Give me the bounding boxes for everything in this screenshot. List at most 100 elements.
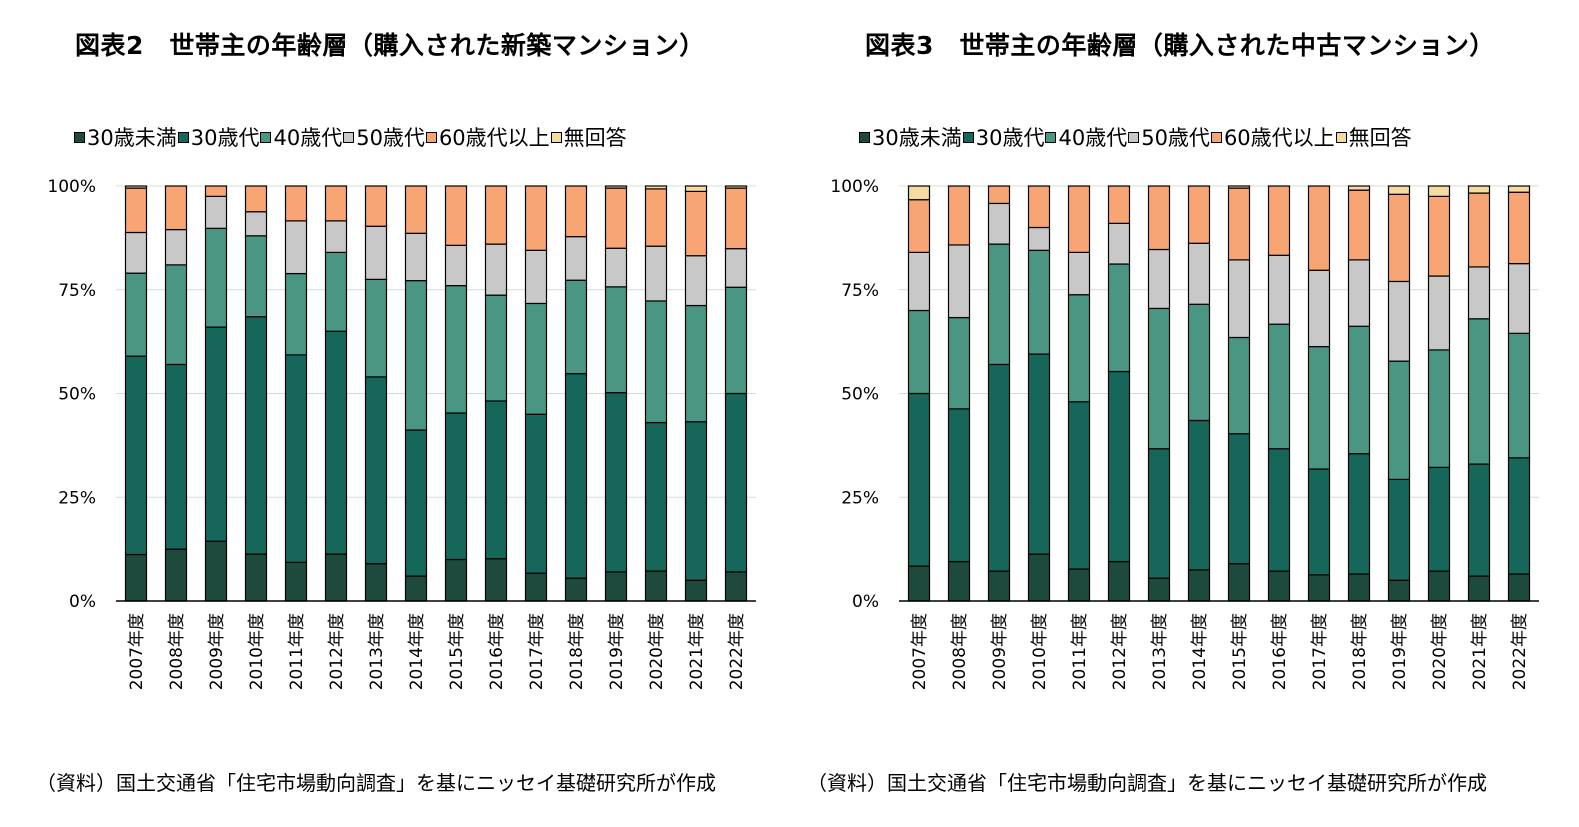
bar-segment-age30s [1507, 457, 1531, 575]
x-tick-label: 2018年度 [1350, 613, 1370, 690]
bar-segment-age60plus [1467, 192, 1491, 268]
bar-segment-age40s [724, 286, 748, 395]
y-tick-label: 25% [58, 488, 96, 508]
legend-item-50s: 50歳代 [343, 122, 425, 152]
chart-legend: 30歳未満 30歳代 40歳代 50歳代 60歳代以上 無回答 [859, 122, 1413, 152]
chart-title: 図表3 世帯主の年齢層（購入された中古マンション） [865, 31, 1495, 60]
legend-swatch [859, 131, 870, 143]
bar-segment-age40s [444, 284, 468, 414]
bar-segment-age60plus [444, 185, 468, 246]
x-tick-label: 2010年度 [1030, 613, 1050, 690]
bar-segment-under30 [1227, 563, 1251, 602]
y-tick-label: 75% [841, 281, 879, 301]
bar-segment-age40s [1107, 263, 1131, 373]
bar-segment-under30 [124, 553, 148, 602]
bar-segment-under30 [244, 553, 268, 602]
x-tick-label: 2007年度 [127, 613, 147, 690]
x-tick-label: 2021年度 [1470, 613, 1490, 690]
legend-item-no-answer: 無回答 [1335, 122, 1412, 152]
bar-segment-age50s [1427, 275, 1451, 351]
x-tick-label: 2012年度 [327, 613, 347, 690]
bar-segment-age30s [564, 372, 588, 579]
bar-segment-age30s [1107, 370, 1131, 563]
bar-segment-age30s [1067, 401, 1091, 570]
bar-segment-age60plus [1347, 189, 1371, 261]
bar-segment-age60plus [404, 185, 428, 234]
bar-segment-age40s [1267, 323, 1291, 450]
bar-segment-age60plus [1387, 193, 1411, 283]
bar-segment-age30s [1027, 353, 1051, 555]
bar-segment-age30s [644, 421, 668, 572]
bar-segment-age40s [684, 304, 708, 423]
legend-swatch [425, 131, 437, 143]
bar-segment-age50s [947, 244, 971, 319]
bar-segment-age60plus [1067, 185, 1091, 254]
legend-item-30s: 30歳代 [962, 122, 1044, 152]
x-tick-label: 2014年度 [407, 613, 427, 690]
bar-segment-no_answer [604, 185, 628, 189]
bar-segment-age50s [724, 248, 748, 288]
x-tick-label: 2011年度 [1070, 613, 1090, 690]
bar-segment-age60plus [1507, 191, 1531, 265]
legend-swatch [177, 131, 189, 143]
bar-segment-age30s [484, 400, 508, 560]
bar-segment-age30s [1307, 468, 1331, 576]
bar-segment-age60plus [1227, 187, 1251, 261]
x-tick-label: 2013年度 [1150, 613, 1170, 690]
bar-segment-age60plus [204, 185, 228, 197]
bar-segment-age40s [244, 235, 268, 318]
bar-segment-under30 [1027, 553, 1051, 602]
bar-segment-age40s [1507, 332, 1531, 459]
bar-segment-age30s [164, 363, 188, 550]
legend-swatch [343, 131, 355, 143]
stacked-bar-plot: 0% 25% 50% 75% 100% 2007年度 2008年度 2009年度 2010年度 2… [830, 177, 1539, 690]
bar-segment-no_answer [1467, 185, 1491, 194]
x-tick-label: 2009年度 [207, 613, 227, 690]
bar-segment-under30 [204, 540, 228, 602]
bar-segment-under30 [987, 570, 1011, 602]
bar-segment-age50s [284, 220, 308, 275]
x-tick-label: 2015年度 [1230, 613, 1250, 690]
bar-segment-age30s [1187, 419, 1211, 571]
chart-panel-new: 図表2 世帯主の年齢層（購入された新築マンション） 30歳未満 30歳代 40歳… [36, 31, 756, 795]
bar-segment-no_answer [1427, 185, 1451, 197]
bar-segment-age60plus [987, 185, 1011, 205]
legend-label: 50歳代 [356, 126, 425, 150]
bar-segment-no_answer [1347, 185, 1371, 191]
legend-label: 50歳代 [1141, 126, 1210, 150]
legend-label: 無回答 [563, 126, 627, 150]
legend-item-under30: 30歳未満 [74, 122, 177, 152]
bar-segment-under30 [1347, 573, 1371, 602]
bar-segment-age50s [1067, 251, 1091, 296]
bar-segment-under30 [364, 563, 388, 602]
bar-segment-age60plus [124, 187, 148, 234]
bar-segment-age50s [484, 243, 508, 296]
bar-segment-age30s [244, 316, 268, 555]
bar-segment-age30s [1387, 478, 1411, 581]
legend-label: 無回答 [1348, 126, 1412, 150]
x-tick-label: 2018年度 [567, 613, 587, 690]
bar-segment-age40s [324, 251, 348, 332]
bar-segment-age40s [564, 279, 588, 375]
legend-swatch [1210, 131, 1222, 143]
bar-segment-age60plus [1307, 185, 1331, 271]
bar-segment-no_answer [644, 185, 668, 190]
x-tick-label: 2017年度 [1310, 613, 1330, 690]
bar-segment-age40s [1427, 349, 1451, 468]
bar-segment-age30s [1227, 433, 1251, 565]
y-tick-label: 75% [58, 281, 96, 301]
bar-segment-age40s [124, 272, 148, 357]
x-tick-label: 2007年度 [910, 613, 930, 690]
bar-segment-age50s [1267, 254, 1291, 325]
y-tick-label: 50% [841, 385, 879, 405]
x-tick-label: 2009年度 [990, 613, 1010, 690]
x-tick-label: 2011年度 [287, 613, 307, 690]
bar-segment-age30s [724, 392, 748, 573]
bar-segment-under30 [947, 560, 971, 602]
bar-segment-age40s [164, 264, 188, 366]
x-tick-label: 2013年度 [367, 613, 387, 690]
legend-swatch [1128, 131, 1140, 143]
bar-segment-age50s [987, 202, 1011, 245]
bar-segment-under30 [1267, 570, 1291, 602]
bar-segment-age50s [1387, 280, 1411, 362]
